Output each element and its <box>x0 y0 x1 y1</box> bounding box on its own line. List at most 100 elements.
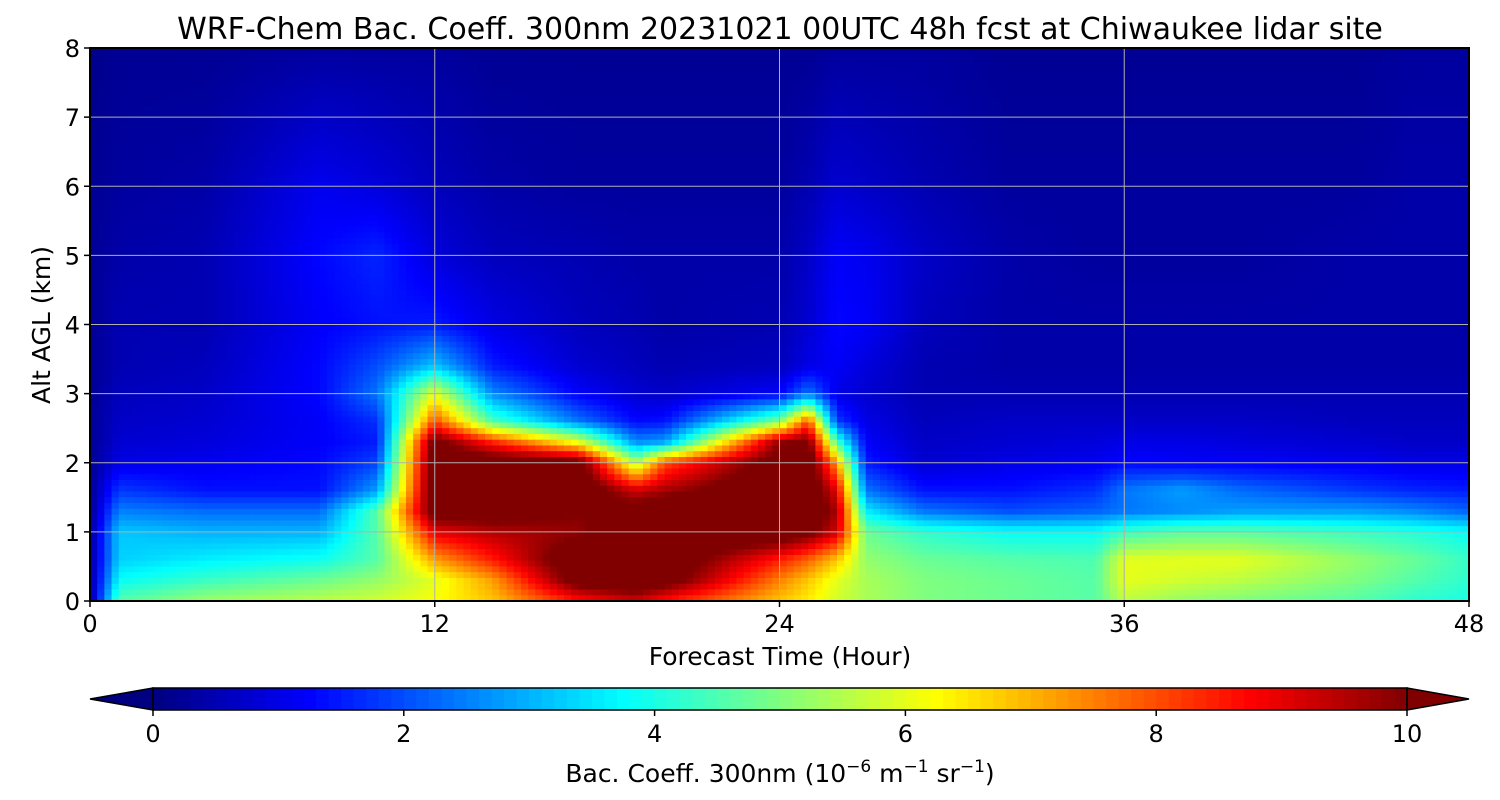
heat-cell <box>729 111 737 118</box>
heat-cell <box>628 168 637 176</box>
heat-cell <box>398 122 407 130</box>
heat-cell <box>1088 53 1097 61</box>
heat-cell <box>966 117 975 124</box>
heat-cell <box>1181 59 1190 66</box>
heat-cell <box>1332 134 1341 141</box>
heat-cell <box>348 59 357 66</box>
heat-cell <box>226 117 235 124</box>
heat-cell <box>1066 94 1075 101</box>
heat-cell <box>966 111 975 118</box>
heat-cell <box>915 65 924 72</box>
heat-cell <box>226 122 235 130</box>
heat-cell <box>1231 186 1240 193</box>
heat-cell <box>183 128 192 136</box>
heat-cell <box>657 145 666 153</box>
heat-cell <box>1389 65 1398 72</box>
heat-cell <box>865 71 874 78</box>
heat-cell <box>1016 82 1025 89</box>
heat-cell <box>506 82 515 89</box>
heat-cell <box>1102 186 1111 193</box>
heat-cell <box>269 111 278 118</box>
heat-cell <box>1425 192 1434 199</box>
heat-cell <box>262 163 271 170</box>
heat-cell <box>90 76 98 84</box>
heat-cell <box>1310 71 1319 78</box>
heat-cell <box>1318 53 1326 61</box>
heat-cell <box>894 192 903 199</box>
heat-cell <box>1073 186 1082 193</box>
heat-cell <box>1318 122 1326 130</box>
heat-cell <box>1231 140 1240 147</box>
heat-cell <box>607 117 615 124</box>
heat-cell <box>1102 88 1111 95</box>
heat-cell <box>592 180 601 187</box>
heat-cell <box>204 99 213 107</box>
heat-cell <box>441 82 450 89</box>
heat-cell <box>283 53 292 61</box>
heat-cell <box>973 71 982 78</box>
heat-cell <box>786 111 795 118</box>
heat-cell <box>1081 163 1089 170</box>
heat-cell <box>750 163 759 170</box>
heat-cell <box>499 157 508 164</box>
heat-cell <box>959 111 967 118</box>
heat-cell <box>1282 111 1291 118</box>
heat-cell <box>133 111 141 118</box>
heat-cell <box>377 140 386 147</box>
heat-cell <box>987 76 996 84</box>
heat-cell <box>1296 99 1305 107</box>
heat-cell <box>599 53 608 61</box>
heat-cell <box>801 140 809 147</box>
heat-cell <box>477 192 486 199</box>
heat-cell <box>312 99 321 107</box>
heat-cell <box>1045 82 1054 89</box>
heat-cell <box>1030 180 1039 187</box>
heat-cell <box>564 53 572 61</box>
heat-cell <box>212 59 220 66</box>
heat-cell <box>413 122 421 130</box>
heat-cell <box>362 128 371 136</box>
heat-cell <box>327 71 335 78</box>
heat-cell <box>614 105 623 112</box>
heat-cell <box>513 168 522 176</box>
heat-cell <box>1059 128 1068 136</box>
heat-cell <box>1382 134 1391 141</box>
heat-cell <box>125 157 134 164</box>
heat-cell <box>125 105 134 112</box>
heat-cell <box>1066 105 1075 112</box>
heat-cell <box>858 117 867 124</box>
heat-cell <box>1246 105 1255 112</box>
heat-cell <box>1325 82 1334 89</box>
heat-cell <box>1196 48 1204 55</box>
heat-cell <box>204 168 213 176</box>
heat-cell <box>219 53 228 61</box>
heat-cell <box>1030 53 1039 61</box>
heat-cell <box>994 71 1003 78</box>
heat-cell <box>1059 65 1068 72</box>
heat-cell <box>1318 168 1326 176</box>
heat-cell <box>1389 117 1398 124</box>
heat-cell <box>693 53 702 61</box>
heat-cell <box>176 192 184 199</box>
heat-cell <box>1167 163 1176 170</box>
heat-cell <box>233 157 242 164</box>
heat-cell <box>434 59 443 66</box>
heat-cell <box>700 163 709 170</box>
heat-cell <box>255 168 263 176</box>
heat-cell <box>118 157 127 164</box>
heat-cell <box>133 71 141 78</box>
heat-cell <box>722 168 730 176</box>
heat-cell <box>133 151 141 159</box>
heat-cell <box>90 71 98 78</box>
heat-cell <box>161 117 170 124</box>
heat-cell <box>836 192 845 199</box>
heat-cell <box>1260 140 1269 147</box>
heat-cell <box>176 76 184 84</box>
heat-cell <box>664 145 673 153</box>
heat-cell <box>1081 186 1089 193</box>
heat-cell <box>765 186 773 193</box>
heat-cell <box>513 76 522 84</box>
heat-cell <box>1124 151 1133 159</box>
heat-cell <box>980 99 989 107</box>
heat-cell <box>1339 128 1348 136</box>
